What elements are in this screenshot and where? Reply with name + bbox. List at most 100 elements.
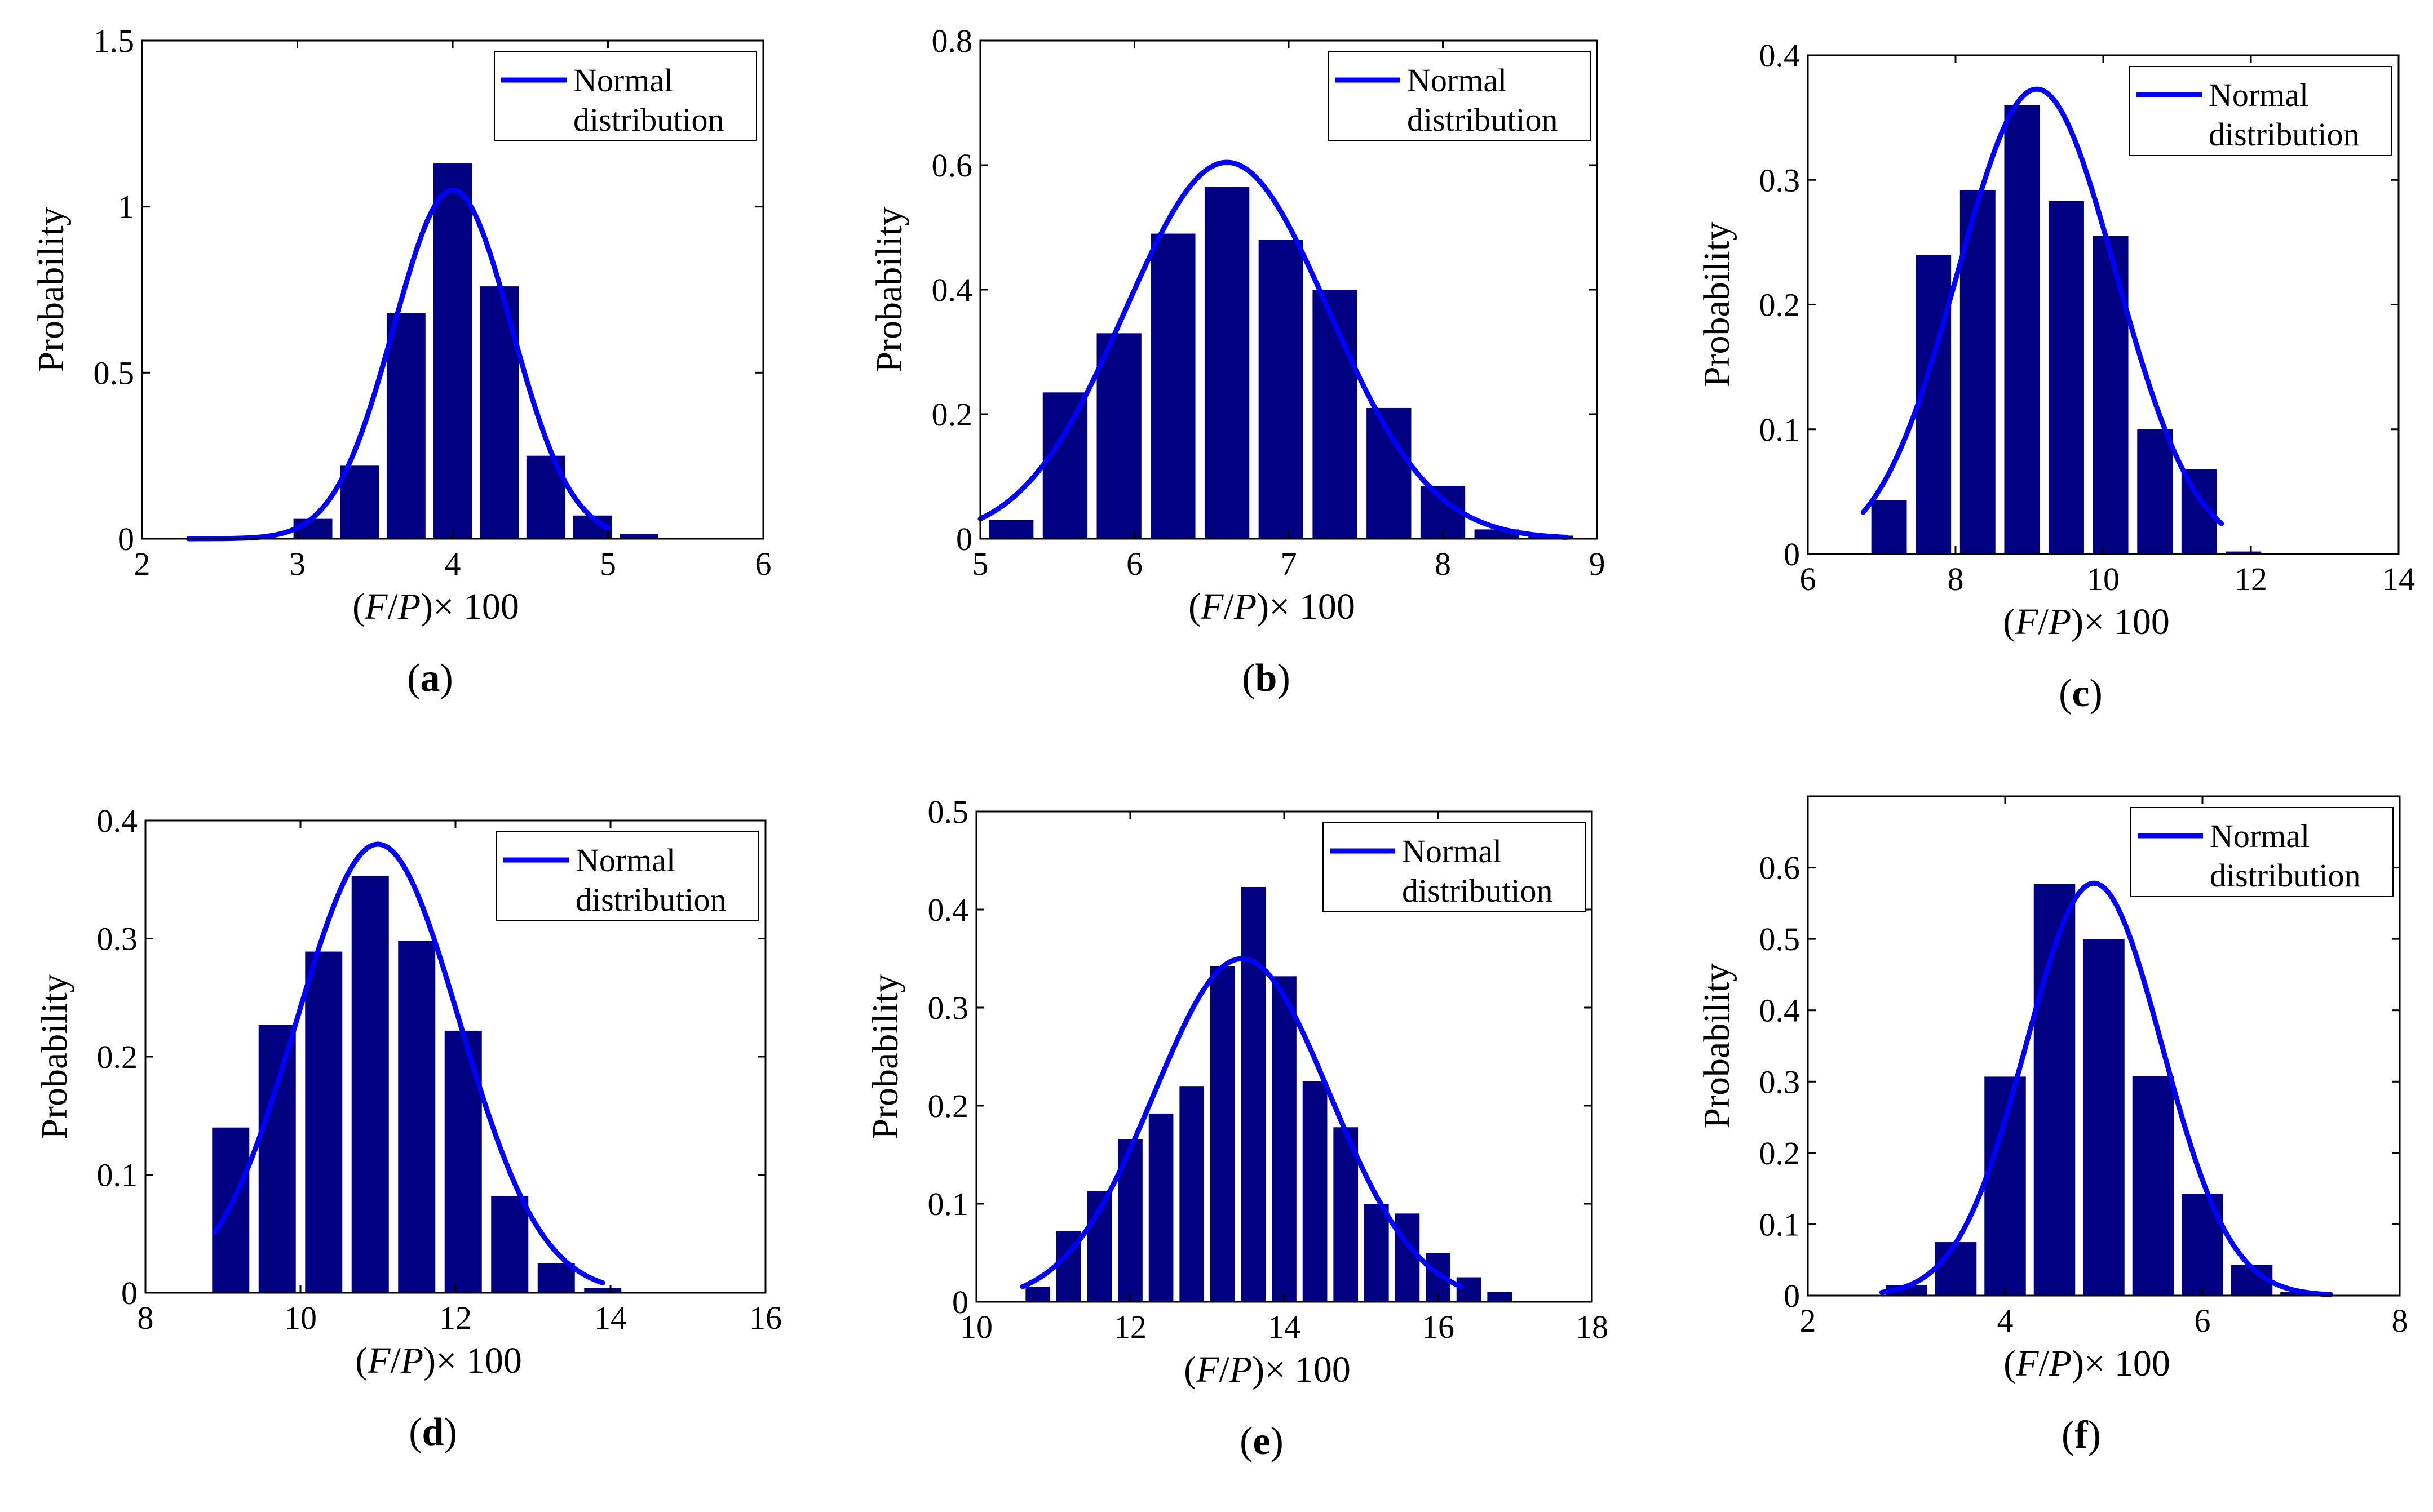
y-tick-label: 0.3	[928, 990, 969, 1026]
bar	[1312, 290, 1357, 539]
x-tick-label: 9	[1589, 546, 1605, 582]
bar	[1272, 976, 1297, 1302]
y-axis-label: Probability	[869, 207, 910, 372]
y-tick-label: 0.3	[97, 921, 138, 957]
legend-label-line1: Normal	[1402, 833, 1502, 870]
y-axis-label: Probability	[865, 974, 906, 1139]
panel-label: (e)	[1240, 1420, 1284, 1463]
bar	[351, 876, 389, 1293]
bar	[1042, 392, 1088, 539]
bar	[398, 941, 436, 1293]
y-tick-label: 0.1	[97, 1157, 138, 1194]
y-tick-label: 1.5	[94, 23, 135, 59]
legend-label-line1: Normal	[1407, 62, 1507, 99]
y-tick-label: 0	[956, 521, 972, 557]
bar	[1366, 407, 1412, 539]
x-tick-label: 12	[2235, 561, 2267, 597]
y-tick-label: 0	[121, 1275, 138, 1311]
legend-label-line2: distribution	[573, 101, 724, 138]
y-axis-label: Probability	[30, 207, 72, 372]
bar	[491, 1196, 529, 1293]
x-axis-label: (F/P)× 100	[355, 1340, 522, 1381]
y-tick-label: 0.6	[1759, 850, 1801, 886]
x-tick-label: 16	[749, 1300, 782, 1336]
x-tick-label: 8	[2392, 1302, 2408, 1339]
y-tick-label: 0.2	[928, 1088, 969, 1124]
x-tick-label: 4	[445, 546, 461, 582]
bar	[2132, 1076, 2174, 1296]
x-tick-label: 2	[134, 546, 151, 582]
legend-box	[496, 831, 759, 921]
y-tick-label: 0.3	[1759, 162, 1801, 198]
y-tick-label: 0.2	[1759, 1135, 1801, 1172]
x-tick-label: 6	[2195, 1302, 2211, 1339]
x-tick-label: 8	[138, 1300, 154, 1336]
panel-label: (c)	[2059, 672, 2103, 715]
y-axis-label: Probability	[1696, 222, 1737, 387]
y-tick-label: 0.8	[932, 23, 973, 59]
legend-box	[1322, 822, 1586, 912]
y-tick-label: 0.1	[1759, 411, 1801, 448]
bar	[1487, 1292, 1512, 1302]
legend-label-line2: distribution	[1407, 101, 1558, 138]
x-tick-label: 12	[1114, 1309, 1147, 1345]
normal-distribution-curve	[1020, 956, 1464, 1289]
bar	[2226, 551, 2262, 554]
bar	[340, 465, 379, 539]
legend-box	[2129, 66, 2392, 156]
bar	[2083, 939, 2125, 1296]
bar	[1210, 966, 1235, 1302]
legend-box	[1328, 51, 1591, 141]
x-tick-label: 10	[2087, 561, 2120, 597]
chart-panel-f: 2 4 6 8 0 0.1 0.2 0.3 0.4 0.5 0.6 (F/P)× 100 Probabi…	[1696, 795, 2408, 1457]
x-axis-label: (F/P)× 100	[1184, 1349, 1351, 1390]
x-tick-label: 3	[289, 546, 306, 582]
bar	[2093, 236, 2129, 554]
legend-label-line1: Normal	[2210, 818, 2310, 854]
x-tick-label: 8	[1948, 561, 1964, 597]
bar	[1096, 333, 1142, 539]
panel-label: (a)	[407, 657, 453, 700]
x-tick-label: 2	[1800, 1302, 1816, 1339]
bar	[537, 1263, 575, 1293]
x-tick-label: 18	[1576, 1309, 1608, 1345]
legend-label-line2: distribution	[576, 881, 726, 918]
x-tick-label: 4	[1997, 1302, 2014, 1339]
x-tick-label: 6	[755, 546, 772, 582]
y-tick-label: 0.2	[97, 1039, 138, 1075]
legend-label-line2: distribution	[2210, 857, 2360, 894]
x-tick-label: 7	[1281, 546, 1297, 582]
bar	[1204, 187, 1250, 539]
y-tick-label: 0	[952, 1284, 968, 1320]
bar	[989, 520, 1034, 539]
bar	[620, 534, 659, 539]
x-tick-label: 6	[1800, 561, 1816, 597]
bar	[1984, 1076, 2026, 1296]
x-tick-label: 14	[1268, 1309, 1300, 1345]
chart-panel-b: 5 6 7 8 9 0 0.2 0.4 0.6 0.8 (F/P)× 100 Probability N…	[869, 23, 1605, 700]
bar	[386, 313, 426, 539]
chart-panel-a: 2 3 4 5 6 0 0.5 1 1.5 (F/P)× 100 Probability Normal…	[30, 23, 772, 700]
y-axis-label: Probability	[34, 974, 75, 1139]
x-tick-label: 8	[1435, 546, 1451, 582]
legend-label-line1: Normal	[576, 842, 675, 879]
x-axis-label: (F/P)× 100	[1188, 586, 1355, 627]
chart-panel-c: 6 8 10 12 14 0 0.1 0.2 0.3 0.4 (F/P)× 100 Probabili…	[1696, 37, 2415, 715]
y-tick-label: 0.5	[928, 793, 969, 830]
legend-label-line1: Normal	[2209, 77, 2308, 113]
axes-box	[1807, 795, 2401, 1297]
normal-distribution-curve	[1860, 86, 2224, 526]
y-tick-label: 0.5	[94, 354, 135, 391]
x-tick-label: 5	[600, 546, 616, 582]
x-axis-label: (F/P)× 100	[352, 586, 519, 627]
x-tick-label: 16	[1422, 1309, 1454, 1345]
normal-distribution-curve	[186, 187, 611, 542]
normal-distribution-curve	[213, 841, 605, 1285]
bar	[1364, 1204, 1389, 1302]
x-tick-label: 5	[972, 546, 989, 582]
